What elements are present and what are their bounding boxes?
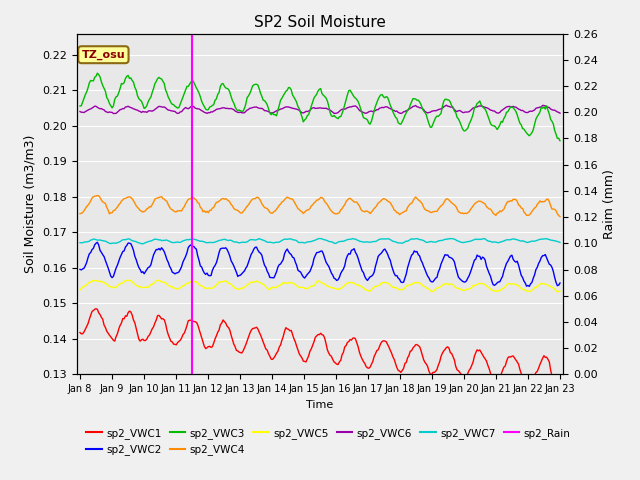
Legend: sp2_VWC1, sp2_VWC2, sp2_VWC3, sp2_VWC4, sp2_VWC5, sp2_VWC6, sp2_VWC7, sp2_Rain: sp2_VWC1, sp2_VWC2, sp2_VWC3, sp2_VWC4, … [82,424,575,459]
X-axis label: Time: Time [307,400,333,409]
Y-axis label: Raim (mm): Raim (mm) [604,169,616,239]
Title: SP2 Soil Moisture: SP2 Soil Moisture [254,15,386,30]
Text: TZ_osu: TZ_osu [82,49,125,60]
Y-axis label: Soil Moisture (m3/m3): Soil Moisture (m3/m3) [24,135,36,273]
